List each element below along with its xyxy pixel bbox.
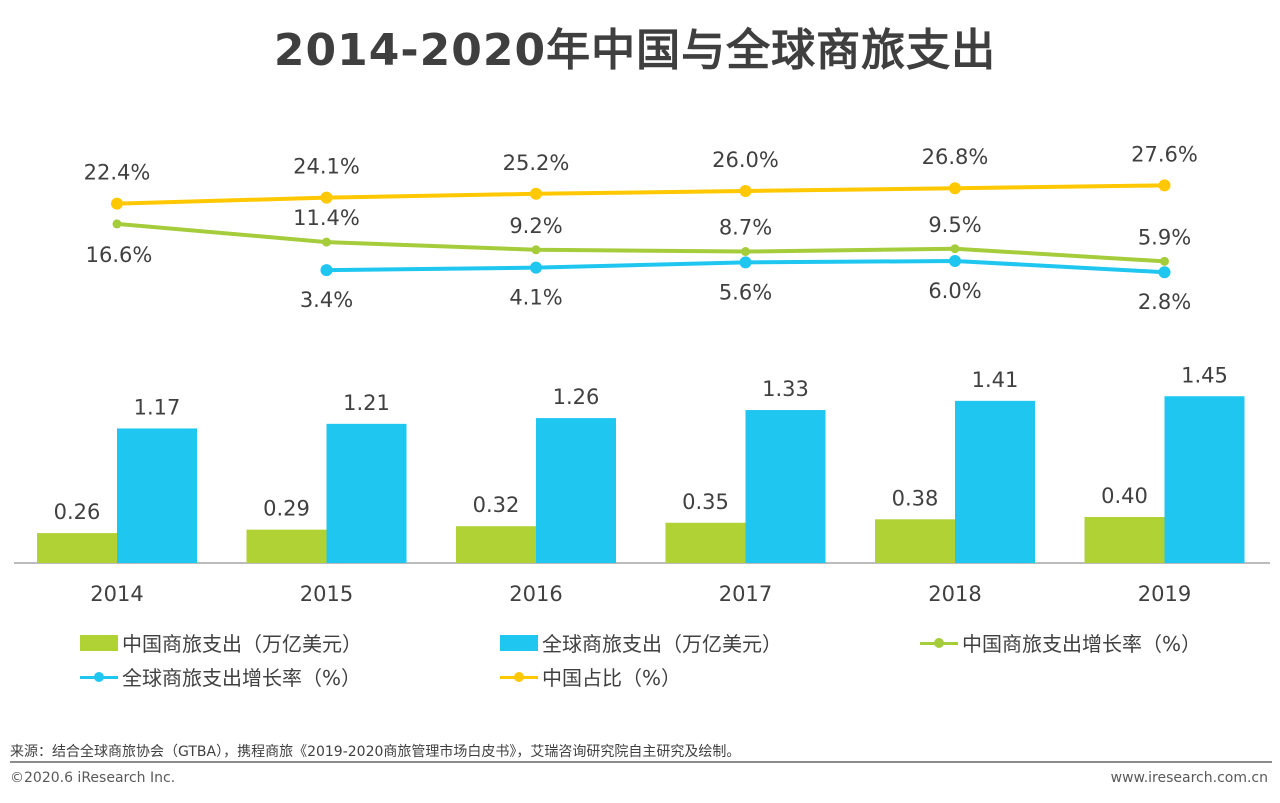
bar-data-label: 1.17 (134, 395, 181, 419)
line-data-label: 24.1% (293, 155, 360, 179)
line-data-label: 5.9% (1138, 225, 1191, 249)
line-data-label: 26.8% (922, 145, 989, 169)
line-point (741, 247, 750, 257)
line-point (320, 264, 333, 277)
line-series (116, 183, 1165, 206)
bar-global (955, 400, 1035, 563)
bar-data-label: 1.45 (1181, 363, 1228, 387)
legend-item-china-spend: 中国商旅支出（万亿美元） (80, 628, 362, 657)
line-point (949, 255, 961, 267)
legend-item-global-growth: 全球商旅支出增长率（%） (80, 662, 361, 691)
x-tick-label: 2016 (509, 582, 562, 606)
line-point (739, 256, 752, 269)
chart-svg: 2014 0.26 1.17 2015 0.29 1.21 2016 0.32 1.26 2017… (14, 142, 1270, 606)
bar-data-label: 0.32 (473, 493, 520, 517)
bar-data-label: 0.40 (1101, 484, 1148, 508)
line-point (531, 245, 541, 255)
legend-item-china-share: 中国占比（%） (500, 662, 681, 691)
line-point (112, 219, 122, 229)
legend-item-china-growth: 中国商旅支出增长率（%） (920, 628, 1201, 657)
line-data-label: 9.5% (928, 213, 981, 237)
bar-china (456, 526, 536, 563)
line-point (322, 237, 331, 247)
bar-global (1164, 396, 1245, 563)
line-point (1158, 266, 1171, 279)
line-point (949, 182, 961, 195)
bar-data-label: 1.41 (972, 368, 1019, 392)
line-data-label: 4.1% (509, 286, 562, 310)
copyright: ©2020.6 iResearch Inc. (10, 770, 176, 786)
bar-global (326, 423, 407, 563)
line-data-label: 2.8% (1138, 290, 1191, 314)
line-data-label: 8.7% (719, 216, 772, 240)
legend-label: 全球商旅支出（万亿美元） (542, 632, 782, 656)
legend-item-global-spend: 全球商旅支出（万亿美元） (500, 628, 782, 657)
bar-global (745, 410, 826, 563)
line-point (739, 185, 752, 197)
bar-global (536, 418, 616, 563)
bar-data-label: 0.29 (263, 497, 310, 521)
bar-china (246, 529, 327, 563)
line-point (111, 197, 123, 210)
line-series (116, 221, 1165, 264)
line-point (1158, 179, 1171, 192)
legend-line-marker-icon (80, 669, 118, 685)
line-point (950, 244, 960, 254)
line-data-label: 16.6% (86, 243, 153, 267)
bar-china (37, 533, 117, 563)
legend-label: 中国商旅支出（万亿美元） (122, 632, 362, 656)
bar-data-label: 0.38 (892, 486, 939, 510)
source-note: 来源：结合全球商旅协会（GTBA），携程商旅《2019-2020商旅管理市场白皮… (10, 744, 741, 760)
x-tick-label: 2015 (300, 582, 353, 606)
legend-label: 中国商旅支出增长率（%） (962, 632, 1202, 656)
bar-data-label: 0.35 (682, 490, 729, 514)
legend-line-marker-icon (920, 635, 958, 651)
x-tick-label: 2017 (719, 582, 772, 606)
bar-data-label: 1.26 (553, 385, 600, 409)
line-data-label: 11.4% (293, 206, 360, 230)
chart-title: 2014-2020年中国与全球商旅支出 (273, 25, 997, 76)
x-tick-label: 2014 (90, 582, 143, 606)
website-link[interactable]: www.iresearch.com.cn (1110, 770, 1268, 786)
legend-label: 全球商旅支出增长率（%） (122, 666, 362, 690)
line-point (530, 187, 542, 200)
bar-data-label: 0.26 (54, 500, 101, 524)
legend-line-marker-icon (500, 669, 538, 685)
line-data-label: 6.0% (928, 279, 981, 303)
line-data-label: 25.2% (503, 151, 570, 175)
bar-data-label: 1.21 (343, 391, 390, 415)
bar-data-label: 1.33 (762, 377, 809, 401)
legend-label: 中国占比（%） (542, 666, 682, 690)
bar-china (875, 519, 955, 563)
line-point (1160, 256, 1169, 266)
bar-china (665, 522, 746, 563)
bar-china (1084, 517, 1165, 563)
line-data-label: 5.6% (719, 280, 772, 304)
x-tick-label: 2019 (1138, 582, 1191, 606)
legend-swatch-icon (500, 634, 538, 651)
line-data-label: 9.2% (509, 214, 562, 238)
line-data-label: 27.6% (1131, 142, 1198, 166)
bar-global (117, 428, 197, 563)
x-tick-label: 2018 (928, 582, 981, 606)
footer-divider (10, 761, 1272, 763)
line-data-label: 26.0% (712, 148, 779, 172)
line-point (530, 261, 542, 274)
line-point (320, 191, 333, 204)
line-data-label: 3.4% (300, 288, 353, 312)
legend-swatch-icon (80, 634, 118, 651)
line-data-label: 22.4% (84, 161, 151, 185)
